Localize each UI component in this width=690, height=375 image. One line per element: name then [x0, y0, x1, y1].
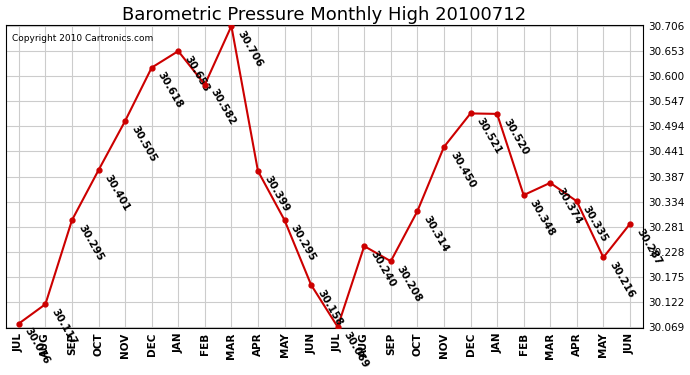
Text: 30.521: 30.521 [475, 116, 504, 156]
Text: 30.450: 30.450 [448, 150, 477, 190]
Text: Copyright 2010 Cartronics.com: Copyright 2010 Cartronics.com [12, 34, 153, 43]
Text: 30.069: 30.069 [342, 330, 371, 369]
Text: 30.399: 30.399 [262, 174, 290, 213]
Text: 30.520: 30.520 [501, 117, 530, 156]
Text: 30.240: 30.240 [368, 249, 397, 289]
Title: Barometric Pressure Monthly High 20100712: Barometric Pressure Monthly High 2010071… [122, 6, 526, 24]
Text: 30.401: 30.401 [103, 173, 132, 213]
Text: 30.208: 30.208 [395, 264, 424, 304]
Text: 30.076: 30.076 [23, 326, 52, 366]
Text: 30.505: 30.505 [129, 124, 158, 164]
Text: 30.216: 30.216 [607, 260, 636, 300]
Text: 30.348: 30.348 [528, 198, 557, 238]
Text: 30.158: 30.158 [315, 288, 344, 327]
Text: 30.287: 30.287 [634, 227, 663, 267]
Text: 30.582: 30.582 [209, 87, 238, 127]
Text: 30.335: 30.335 [581, 204, 610, 244]
Text: 30.117: 30.117 [50, 307, 79, 347]
Text: 30.314: 30.314 [422, 214, 451, 254]
Text: 30.295: 30.295 [288, 223, 317, 262]
Text: 30.706: 30.706 [235, 29, 264, 69]
Text: 30.374: 30.374 [554, 186, 583, 226]
Text: 30.653: 30.653 [182, 54, 211, 94]
Text: 30.618: 30.618 [156, 70, 185, 110]
Text: 30.295: 30.295 [76, 223, 105, 262]
